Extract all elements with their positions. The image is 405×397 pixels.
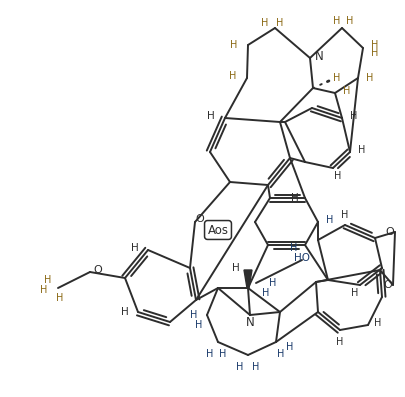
Text: O: O bbox=[386, 227, 394, 237]
Text: H: H bbox=[44, 275, 52, 285]
Text: N: N bbox=[245, 316, 254, 330]
Text: H: H bbox=[277, 349, 285, 359]
Text: H: H bbox=[229, 71, 237, 81]
Text: H: H bbox=[56, 293, 64, 303]
Text: O: O bbox=[94, 265, 102, 275]
Text: H: H bbox=[371, 48, 379, 58]
Text: H: H bbox=[262, 288, 270, 298]
Text: H: H bbox=[351, 288, 359, 298]
Text: HO: HO bbox=[294, 253, 310, 263]
Text: H: H bbox=[326, 215, 334, 225]
Text: H: H bbox=[230, 40, 238, 50]
Text: H: H bbox=[336, 337, 344, 347]
Text: O: O bbox=[384, 280, 392, 290]
Text: H: H bbox=[286, 342, 294, 352]
Text: H: H bbox=[371, 40, 379, 50]
Text: H: H bbox=[334, 171, 342, 181]
Text: H: H bbox=[220, 349, 227, 359]
Text: H: H bbox=[346, 16, 354, 26]
Text: H: H bbox=[366, 73, 374, 83]
Text: H: H bbox=[374, 318, 382, 328]
Text: H: H bbox=[206, 349, 214, 359]
Polygon shape bbox=[244, 270, 252, 288]
Text: H: H bbox=[343, 86, 351, 96]
Text: Aos: Aos bbox=[207, 224, 228, 237]
Text: H: H bbox=[195, 320, 202, 330]
Text: H: H bbox=[333, 16, 341, 26]
Text: H: H bbox=[207, 111, 215, 121]
Text: H: H bbox=[190, 310, 198, 320]
Text: H: H bbox=[269, 278, 277, 288]
Text: H: H bbox=[131, 243, 139, 253]
Text: H: H bbox=[232, 263, 240, 273]
Text: H: H bbox=[350, 111, 358, 121]
Text: H: H bbox=[252, 362, 260, 372]
Text: H: H bbox=[276, 18, 284, 28]
Text: N: N bbox=[315, 50, 323, 62]
Text: O: O bbox=[196, 214, 205, 224]
Text: H: H bbox=[290, 243, 298, 253]
Text: H: H bbox=[358, 145, 366, 155]
Text: H: H bbox=[236, 362, 244, 372]
Text: H: H bbox=[40, 285, 48, 295]
Text: H: H bbox=[121, 307, 129, 317]
Text: H: H bbox=[333, 73, 341, 83]
Text: H: H bbox=[341, 210, 349, 220]
Text: H: H bbox=[291, 193, 299, 203]
Text: H: H bbox=[261, 18, 269, 28]
